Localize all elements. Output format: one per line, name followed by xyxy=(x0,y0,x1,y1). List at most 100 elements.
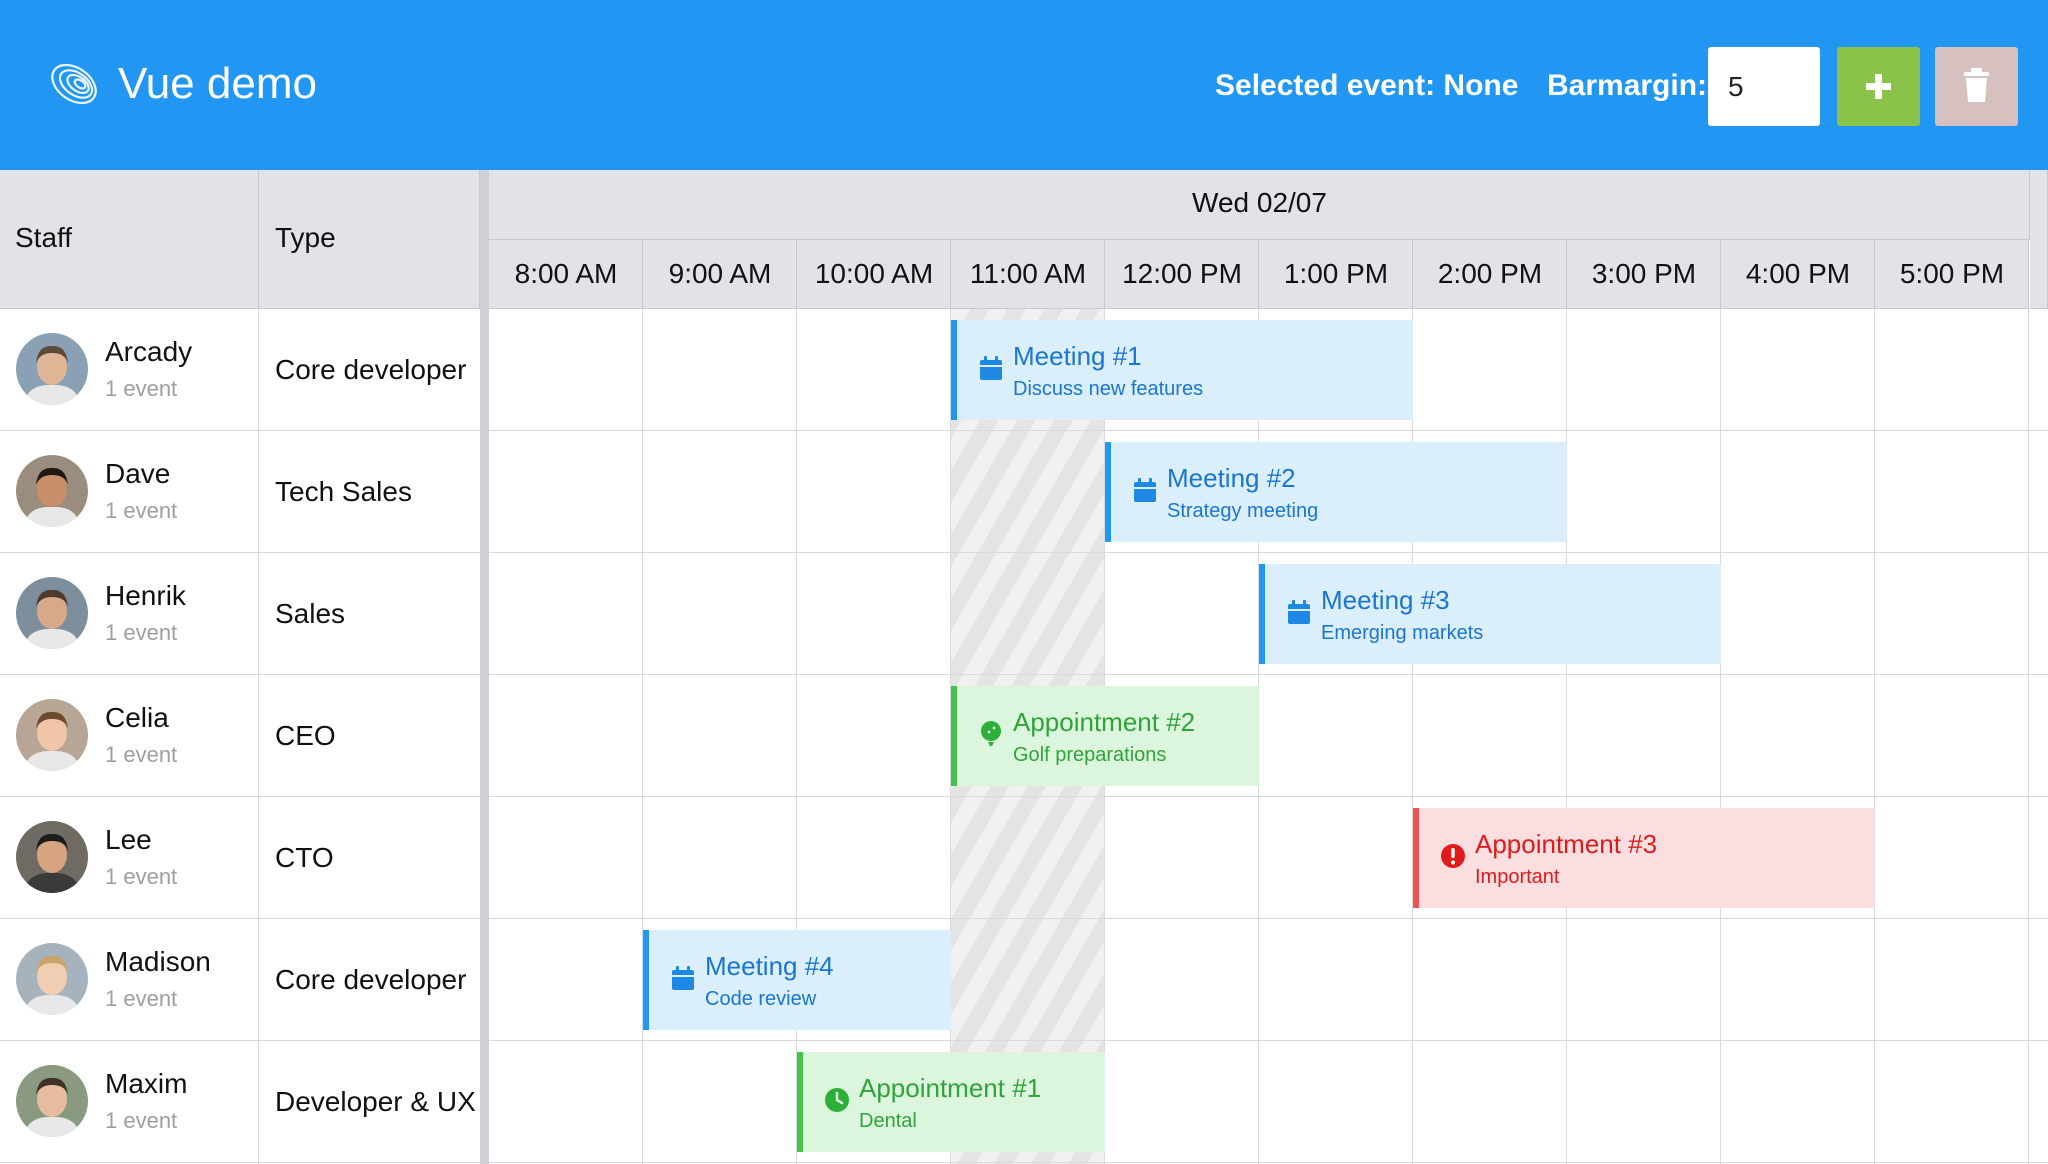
staff-type: CEO xyxy=(275,720,336,751)
staff-event-count: 1 event xyxy=(105,1108,178,1133)
hour-label: 9:00 AM xyxy=(668,258,772,289)
event-description: Strategy meeting xyxy=(1167,500,1319,522)
staff-name: Henrik xyxy=(105,580,186,611)
staff-row[interactable]: Lee 1 event xyxy=(0,797,258,918)
event-icon xyxy=(977,720,1005,748)
row-divider xyxy=(0,1040,2048,1041)
hour-gridline xyxy=(950,309,951,1164)
event-bar[interactable]: Meeting #3 Emerging markets xyxy=(1259,564,1721,664)
row-divider xyxy=(0,430,2048,431)
logo-icon xyxy=(51,63,97,105)
event-title: Appointment #1 xyxy=(859,1073,1042,1103)
type-column-header[interactable]: Type xyxy=(259,170,480,309)
avatar xyxy=(16,699,88,771)
staff-type: Developer & UX xyxy=(275,1086,476,1117)
calendar-icon xyxy=(1288,600,1310,624)
calendar-icon xyxy=(980,356,1002,380)
hour-gridline xyxy=(1566,309,1567,1164)
staff-name: Madison xyxy=(105,946,211,977)
golf-ball-icon xyxy=(981,721,1001,746)
staff-type: Core developer xyxy=(275,354,467,385)
app-title: Vue demo xyxy=(118,59,317,108)
staff-row[interactable]: Dave 1 event xyxy=(0,431,258,552)
row-divider xyxy=(0,674,2048,675)
staff-column-label: Staff xyxy=(15,222,73,253)
clock-icon xyxy=(825,1088,849,1112)
date-header: Wed 02/07 xyxy=(489,170,2030,240)
app-header: Vue demo Selected event: None Barmargin: xyxy=(0,0,2048,170)
date-label: Wed 02/07 xyxy=(1192,187,1327,218)
hour-header: 5:00 PM xyxy=(1875,240,2029,309)
hour-header: 1:00 PM xyxy=(1259,240,1413,309)
grid-splitter[interactable] xyxy=(480,170,489,1164)
event-title: Meeting #3 xyxy=(1321,585,1450,615)
event-title: Appointment #3 xyxy=(1475,829,1658,859)
calendar-icon xyxy=(1134,478,1156,502)
staff-event-count: 1 event xyxy=(105,498,178,523)
add-event-button[interactable] xyxy=(1837,47,1920,126)
staff-column-header[interactable]: Staff xyxy=(0,170,259,309)
event-icon xyxy=(1285,598,1313,626)
event-title: Meeting #2 xyxy=(1167,463,1296,493)
event-description: Code review xyxy=(705,988,817,1010)
avatar xyxy=(16,1065,88,1137)
trash-icon xyxy=(1964,68,1989,102)
hour-header: 12:00 PM xyxy=(1105,240,1259,309)
event-icon xyxy=(977,354,1005,382)
staff-row[interactable]: Maxim 1 event xyxy=(0,1041,258,1162)
staff-row[interactable]: Celia 1 event xyxy=(0,675,258,796)
plus-icon xyxy=(1866,74,1891,99)
header-filler xyxy=(2030,170,2048,309)
delete-event-button[interactable] xyxy=(1935,47,2018,126)
event-bar[interactable]: Meeting #1 Discuss new features xyxy=(951,320,1413,420)
scheduler-grid: Staff Type Wed 02/07 8:00 AM 9:00 AM 10:00… xyxy=(0,170,2048,1164)
staff-row[interactable]: Madison 1 event xyxy=(0,919,258,1040)
event-description: Golf preparations xyxy=(1013,744,1167,766)
staff-type: Core developer xyxy=(275,964,467,995)
staff-event-count: 1 event xyxy=(105,620,178,645)
avatar xyxy=(16,943,88,1015)
event-icon xyxy=(1131,476,1159,504)
hour-label: 11:00 AM xyxy=(969,258,1087,289)
event-bar[interactable]: Meeting #4 Code review xyxy=(643,930,951,1030)
event-bar[interactable]: Appointment #3 Important xyxy=(1413,808,1875,908)
staff-type: Sales xyxy=(275,598,346,629)
staff-event-count: 1 event xyxy=(105,864,178,889)
event-description: Discuss new features xyxy=(1013,378,1204,400)
row-divider xyxy=(0,918,2048,919)
event-bar[interactable]: Appointment #2 Golf preparations xyxy=(951,686,1259,786)
staff-row[interactable]: Arcady 1 event xyxy=(0,309,258,430)
event-icon xyxy=(669,964,697,992)
event-bar[interactable]: Meeting #2 Strategy meeting xyxy=(1105,442,1567,542)
staff-event-count: 1 event xyxy=(105,376,178,401)
event-icon xyxy=(823,1086,851,1114)
event-description: Emerging markets xyxy=(1321,622,1484,644)
hour-label: 5:00 PM xyxy=(1899,258,2005,289)
staff-type: CTO xyxy=(275,842,334,873)
calendar-icon xyxy=(672,966,694,990)
hour-gridline xyxy=(642,309,643,1164)
hour-gridline xyxy=(1412,309,1413,1164)
column-divider xyxy=(258,309,259,1164)
staff-row[interactable]: Henrik 1 event xyxy=(0,553,258,674)
event-title: Meeting #1 xyxy=(1013,341,1142,371)
staff-name: Arcady xyxy=(105,336,193,367)
hour-gridline xyxy=(796,309,797,1164)
row-divider xyxy=(0,1162,2048,1163)
event-title: Appointment #2 xyxy=(1013,707,1196,737)
hour-gridline xyxy=(1720,309,1721,1164)
exclamation-circle-icon xyxy=(1441,844,1465,868)
avatar xyxy=(16,333,88,405)
staff-type: Tech Sales xyxy=(275,476,412,507)
event-bar[interactable]: Appointment #1 Dental xyxy=(797,1052,1105,1152)
hour-label: 3:00 PM xyxy=(1591,258,1697,289)
staff-event-count: 1 event xyxy=(105,986,178,1011)
avatar xyxy=(16,577,88,649)
staff-event-count: 1 event xyxy=(105,742,178,767)
hour-header: 8:00 AM xyxy=(489,240,643,309)
barmargin-input[interactable] xyxy=(1708,47,1820,126)
type-column-label: Type xyxy=(275,222,336,253)
hour-gridline xyxy=(1874,309,1875,1164)
event-description: Dental xyxy=(859,1110,917,1132)
staff-name: Maxim xyxy=(105,1068,188,1099)
